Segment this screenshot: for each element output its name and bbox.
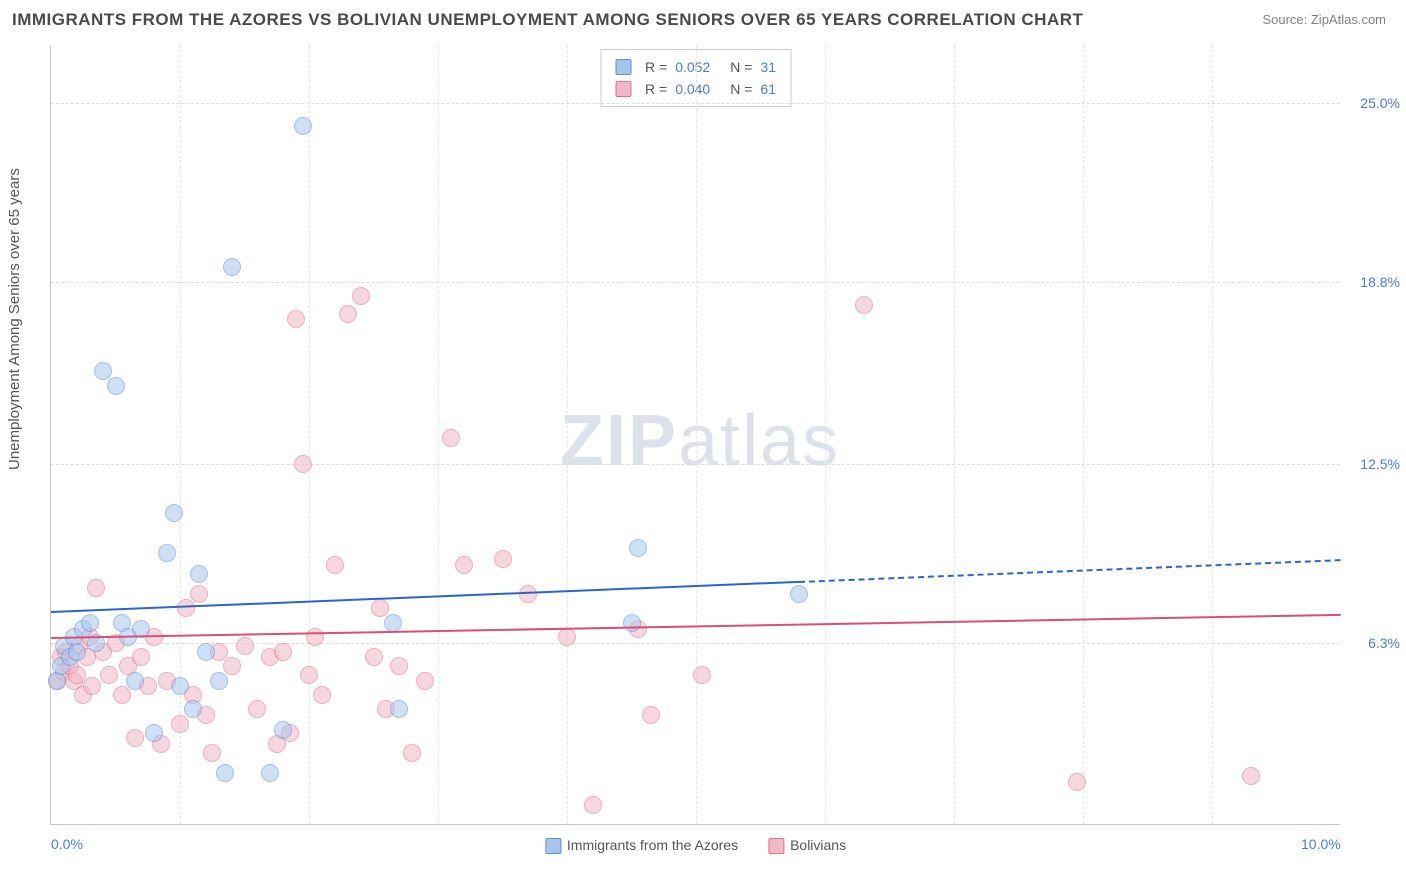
scatter-point	[236, 637, 254, 655]
scatter-point	[300, 666, 318, 684]
scatter-point	[171, 715, 189, 733]
scatter-point	[87, 579, 105, 597]
x-gridline	[180, 45, 181, 824]
source-attribution: Source: ZipAtlas.com	[1262, 12, 1386, 27]
scatter-point	[558, 628, 576, 646]
scatter-point	[190, 565, 208, 583]
scatter-point	[248, 700, 266, 718]
scatter-point	[1242, 767, 1260, 785]
x-gridline	[1083, 45, 1084, 824]
scatter-point	[158, 544, 176, 562]
scatter-point	[623, 614, 641, 632]
scatter-point	[339, 305, 357, 323]
trend-line	[51, 581, 799, 613]
scatter-point	[223, 258, 241, 276]
scatter-point	[326, 556, 344, 574]
scatter-point	[352, 287, 370, 305]
scatter-point	[132, 648, 150, 666]
scatter-point	[855, 296, 873, 314]
y-tick-label: 6.3%	[1345, 635, 1400, 651]
scatter-point	[165, 504, 183, 522]
scatter-point	[1068, 773, 1086, 791]
x-gridline	[438, 45, 439, 824]
scatter-point	[455, 556, 473, 574]
scatter-point	[184, 700, 202, 718]
scatter-point	[494, 550, 512, 568]
scatter-point	[126, 672, 144, 690]
scatter-point	[203, 744, 221, 762]
scatter-point	[365, 648, 383, 666]
scatter-point	[287, 310, 305, 328]
scatter-point	[390, 700, 408, 718]
scatter-point	[629, 539, 647, 557]
scatter-point	[216, 764, 234, 782]
scatter-point	[68, 666, 86, 684]
scatter-point	[790, 585, 808, 603]
scatter-point	[177, 599, 195, 617]
scatter-point	[294, 455, 312, 473]
scatter-point	[94, 362, 112, 380]
scatter-point	[294, 117, 312, 135]
series-legend: Immigrants from the Azores Bolivians	[545, 837, 846, 854]
scatter-point	[223, 657, 241, 675]
legend-item: Immigrants from the Azores	[545, 837, 738, 854]
scatter-point	[274, 643, 292, 661]
scatter-point	[68, 643, 86, 661]
scatter-point	[390, 657, 408, 675]
scatter-point	[584, 796, 602, 814]
scatter-point	[210, 672, 228, 690]
x-gridline	[954, 45, 955, 824]
scatter-point	[126, 729, 144, 747]
scatter-plot: R = 0.052N = 31R = 0.040N = 61 Immigrant…	[50, 45, 1340, 825]
scatter-point	[416, 672, 434, 690]
scatter-point	[81, 614, 99, 632]
scatter-point	[113, 686, 131, 704]
x-gridline	[567, 45, 568, 824]
scatter-point	[83, 677, 101, 695]
scatter-point	[371, 599, 389, 617]
scatter-point	[190, 585, 208, 603]
scatter-point	[442, 429, 460, 447]
x-gridline	[1212, 45, 1213, 824]
x-gridline	[309, 45, 310, 824]
y-tick-label: 12.5%	[1345, 456, 1400, 472]
chart-title: IMMIGRANTS FROM THE AZORES VS BOLIVIAN U…	[12, 10, 1083, 30]
scatter-point	[274, 721, 292, 739]
legend-item: Bolivians	[768, 837, 846, 854]
scatter-point	[306, 628, 324, 646]
y-axis-label: Unemployment Among Seniors over 65 years	[6, 168, 23, 470]
x-tick-label: 10.0%	[1301, 836, 1341, 852]
scatter-point	[171, 677, 189, 695]
scatter-point	[100, 666, 118, 684]
scatter-point	[642, 706, 660, 724]
scatter-point	[145, 724, 163, 742]
x-gridline	[825, 45, 826, 824]
scatter-point	[107, 377, 125, 395]
x-gridline	[696, 45, 697, 824]
y-tick-label: 25.0%	[1345, 95, 1400, 111]
trend-line-extrapolated	[799, 559, 1341, 583]
scatter-point	[693, 666, 711, 684]
scatter-point	[313, 686, 331, 704]
y-tick-label: 18.8%	[1345, 274, 1400, 290]
scatter-point	[197, 643, 215, 661]
scatter-point	[384, 614, 402, 632]
x-tick-label: 0.0%	[51, 836, 83, 852]
scatter-point	[261, 764, 279, 782]
scatter-point	[403, 744, 421, 762]
